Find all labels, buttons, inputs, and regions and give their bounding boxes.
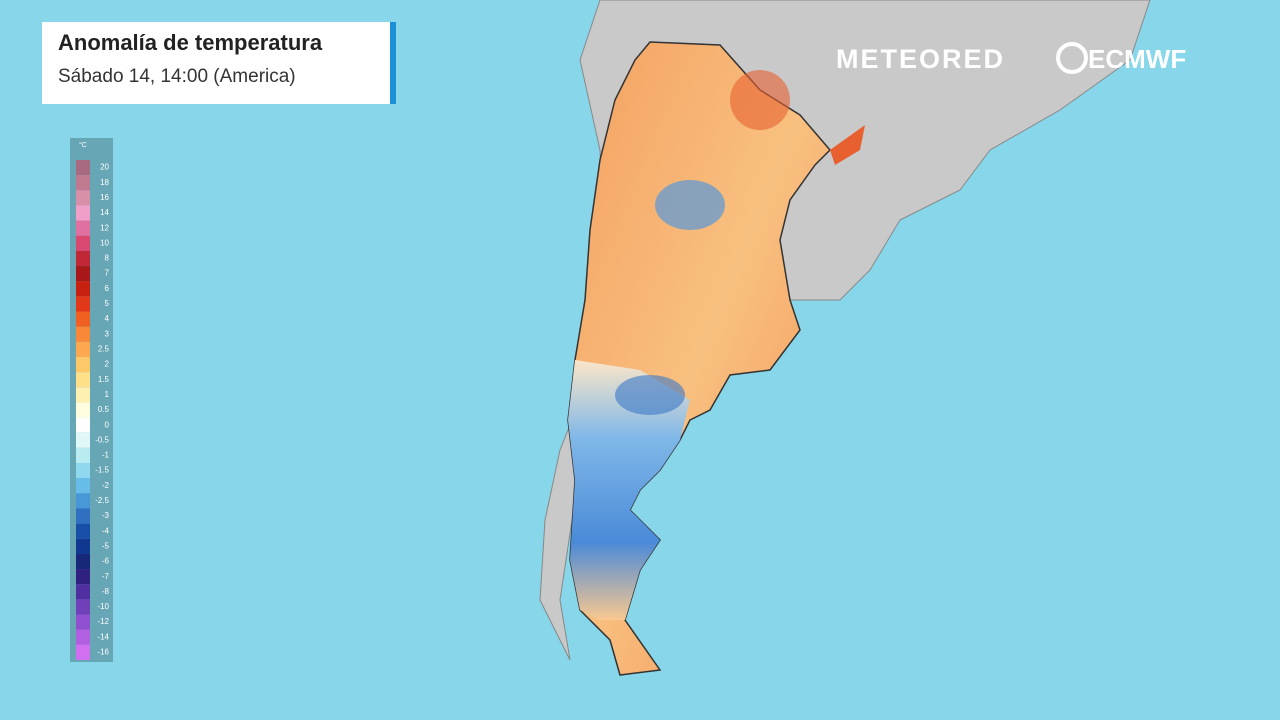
legend-unit: °C: [79, 141, 87, 149]
legend-label: -6: [102, 557, 110, 566]
legend-label: 4: [105, 314, 110, 323]
legend-label: 0: [105, 420, 110, 429]
legend-swatch: [76, 250, 90, 267]
legend-label: 5: [105, 299, 110, 308]
anomaly-cool: [568, 360, 690, 620]
anomaly-warm: [730, 70, 790, 130]
legend-swatch: [76, 175, 90, 191]
legend-swatch: [76, 311, 90, 327]
legend-label: -2.5: [95, 496, 109, 505]
legend-swatch: [76, 341, 90, 357]
legend-label: -5: [102, 541, 110, 550]
legend-label: -10: [97, 602, 109, 611]
legend-swatch: [76, 402, 90, 418]
legend-swatch: [76, 523, 90, 539]
legend-swatch: [76, 220, 90, 236]
legend-swatch: [76, 493, 90, 509]
legend-swatch: [76, 372, 90, 388]
title-box: [42, 22, 394, 104]
legend-swatch: [76, 432, 90, 448]
legend-swatch: [76, 538, 90, 554]
legend-label: -7: [102, 572, 110, 581]
subtitle: Sábado 14, 14:00 (America): [58, 66, 296, 87]
legend-swatch: [76, 235, 90, 251]
legend-swatch: [76, 387, 90, 403]
legend-swatch: [76, 296, 90, 312]
legend-swatch: [76, 569, 90, 585]
legend-swatch: [76, 417, 90, 433]
legend-label: -14: [97, 632, 109, 641]
legend-label: 8: [105, 254, 110, 263]
anomaly-cool: [655, 180, 725, 230]
legend-label: -3: [102, 511, 110, 520]
legend-label: 2: [105, 360, 110, 369]
legend-label: 6: [105, 284, 110, 293]
legend-swatch: [76, 614, 90, 630]
legend-label: 1: [105, 390, 110, 399]
legend-swatch: [76, 281, 90, 297]
legend-label: -4: [102, 526, 110, 535]
partner-logo: ECMWF: [1088, 44, 1186, 74]
legend-swatch: [76, 266, 90, 282]
legend-swatch: [76, 463, 90, 479]
legend-label: 7: [105, 269, 110, 278]
legend-swatch: [76, 553, 90, 570]
legend-swatch: [76, 205, 90, 221]
legend-label: -12: [97, 617, 109, 626]
legend-label: 3: [105, 329, 110, 338]
legend-label: -0.5: [95, 435, 109, 444]
legend-label: -16: [97, 648, 109, 657]
legend-label: 10: [100, 238, 109, 247]
legend-swatch: [76, 629, 90, 645]
legend-swatch: [76, 326, 90, 342]
legend-label: 1.5: [98, 375, 110, 384]
title-accent: [390, 22, 396, 104]
legend-label: 14: [100, 208, 109, 217]
legend-label: 18: [100, 178, 109, 187]
legend-swatch: [76, 508, 90, 524]
legend-label: 0.5: [98, 405, 110, 414]
legend-swatch: [76, 644, 90, 660]
brand-logo: METEORED: [836, 44, 1005, 74]
legend-label: -8: [102, 587, 110, 596]
legend-label: 20: [100, 163, 109, 172]
partner-icon: [1056, 42, 1088, 74]
legend-label: -1.5: [95, 466, 109, 475]
legend-label: -2: [102, 481, 110, 490]
legend-swatch: [76, 447, 90, 464]
legend-label: 12: [100, 223, 109, 232]
legend-swatch: [76, 478, 90, 494]
legend-label: -1: [102, 451, 110, 460]
legend-label: 2.5: [98, 345, 110, 354]
legend-swatch: [76, 160, 90, 176]
legend-swatch: [76, 356, 90, 373]
anomaly-cool: [615, 375, 685, 415]
legend-label: 16: [100, 193, 109, 202]
legend-swatch: [76, 190, 90, 206]
legend-swatch: [76, 599, 90, 615]
legend: °C 20 18 16 14 12 10 8 7 6 5 4 3 2.5 2 1.5 1 0.5 0 -0.5 -1 -…: [70, 138, 113, 662]
title: Anomalía de temperatura: [58, 30, 323, 55]
anomaly-warm: [830, 125, 865, 165]
legend-swatch: [76, 584, 90, 600]
